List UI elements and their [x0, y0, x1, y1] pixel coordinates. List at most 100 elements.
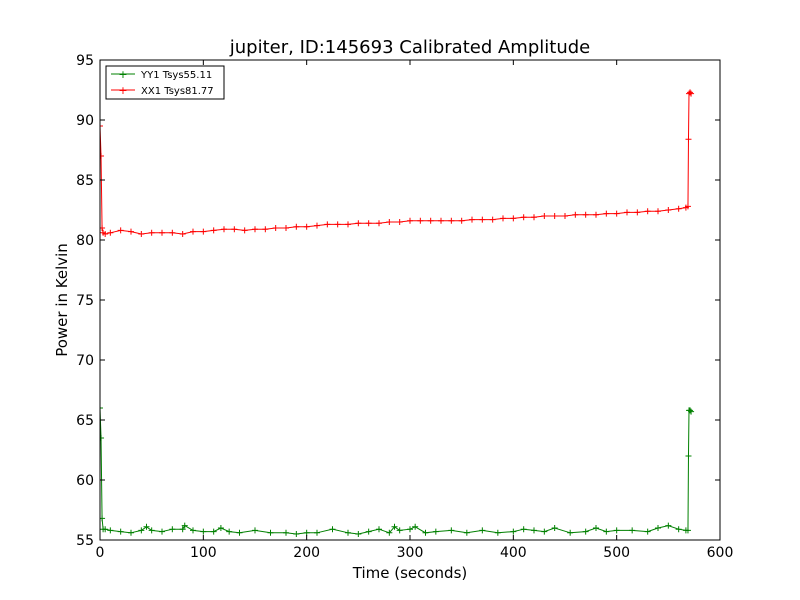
data-point	[102, 231, 109, 237]
data-point	[107, 229, 114, 236]
data-point	[624, 209, 630, 216]
data-point	[582, 211, 589, 218]
x-tick-label: 300	[397, 545, 424, 561]
data-point	[479, 216, 486, 223]
data-point	[675, 526, 682, 533]
data-point	[169, 229, 176, 236]
data-point	[396, 219, 403, 225]
data-point	[479, 527, 486, 534]
data-point	[644, 208, 651, 215]
data-point	[603, 210, 610, 217]
data-point	[685, 136, 692, 143]
data-point	[665, 522, 672, 529]
data-point	[593, 211, 599, 218]
data-point	[567, 529, 574, 536]
data-point	[148, 229, 155, 236]
y-tick-label: 65	[76, 413, 94, 429]
data-point	[520, 214, 527, 221]
data-point	[531, 214, 537, 221]
data-point	[665, 207, 672, 213]
data-point	[687, 89, 694, 96]
data-point	[117, 227, 124, 234]
data-point	[100, 405, 103, 411]
y-tick-label: 85	[76, 173, 94, 189]
data-point	[179, 526, 186, 533]
legend: + YY1 Tsys55.11 + XX1 Tsys81.77	[105, 65, 225, 100]
data-point	[159, 528, 165, 535]
data-point	[314, 529, 320, 536]
data-point	[655, 525, 661, 531]
data-point	[262, 226, 269, 233]
data-point	[688, 90, 695, 97]
data-point	[427, 217, 434, 224]
x-tick-label: 100	[190, 545, 217, 561]
data-point	[510, 215, 517, 222]
data-point	[236, 529, 243, 536]
data-point	[684, 203, 691, 210]
legend-label-yy1: YY1 Tsys55.11	[140, 70, 212, 81]
data-point	[303, 223, 310, 230]
data-point	[655, 208, 661, 215]
data-point	[107, 527, 114, 534]
data-point	[252, 527, 258, 534]
legend-label-xx1: XX1 Tsys81.77	[141, 86, 214, 97]
x-tick-label: 200	[293, 545, 320, 561]
data-point	[422, 529, 429, 536]
data-point	[684, 527, 691, 534]
data-point	[138, 231, 145, 237]
data-point	[448, 217, 455, 224]
data-point	[644, 528, 651, 535]
data-point	[179, 231, 186, 237]
x-axis-label: Time (seconds)	[352, 564, 468, 582]
data-point	[365, 220, 372, 227]
x-tick-label: 500	[603, 545, 630, 561]
data-point	[613, 210, 620, 217]
data-point	[345, 221, 351, 228]
data-point	[100, 435, 105, 441]
data-point	[100, 123, 103, 129]
data-point	[494, 529, 501, 536]
data-point	[329, 526, 336, 533]
x-tick-label: 0	[96, 545, 105, 561]
data-point	[345, 529, 351, 536]
data-point	[541, 213, 548, 219]
x-tick-label: 600	[707, 545, 734, 561]
data-point	[634, 209, 641, 216]
data-point	[283, 529, 289, 536]
data-point	[396, 527, 403, 534]
data-point	[603, 528, 610, 535]
legend-marker-yy1: +	[118, 68, 127, 81]
y-tick-label: 80	[76, 233, 94, 249]
data-point	[221, 226, 227, 233]
data-point	[210, 528, 217, 535]
legend-box	[105, 65, 225, 100]
data-point	[688, 408, 695, 415]
data-point	[365, 528, 372, 535]
data-point	[303, 529, 310, 536]
data-point	[314, 222, 320, 229]
data-point	[582, 528, 589, 535]
data-point	[241, 227, 248, 234]
data-point	[334, 221, 341, 228]
data-point	[376, 526, 382, 533]
data-point	[386, 529, 393, 536]
data-point	[355, 220, 362, 227]
data-point	[407, 217, 413, 224]
y-axis-label: Power in Kelvin	[53, 243, 71, 357]
y-tick-label: 55	[76, 533, 94, 549]
data-point	[138, 527, 145, 534]
series-layer	[100, 89, 695, 537]
data-point	[190, 228, 196, 235]
data-point	[412, 523, 419, 530]
y-tick-label: 90	[76, 113, 94, 129]
data-point	[417, 217, 424, 224]
data-point	[458, 217, 465, 224]
data-point	[100, 153, 105, 159]
data-point	[293, 223, 300, 230]
data-point	[355, 531, 362, 537]
y-tick-label: 95	[76, 53, 94, 69]
data-point	[500, 215, 506, 222]
data-point	[685, 453, 692, 459]
